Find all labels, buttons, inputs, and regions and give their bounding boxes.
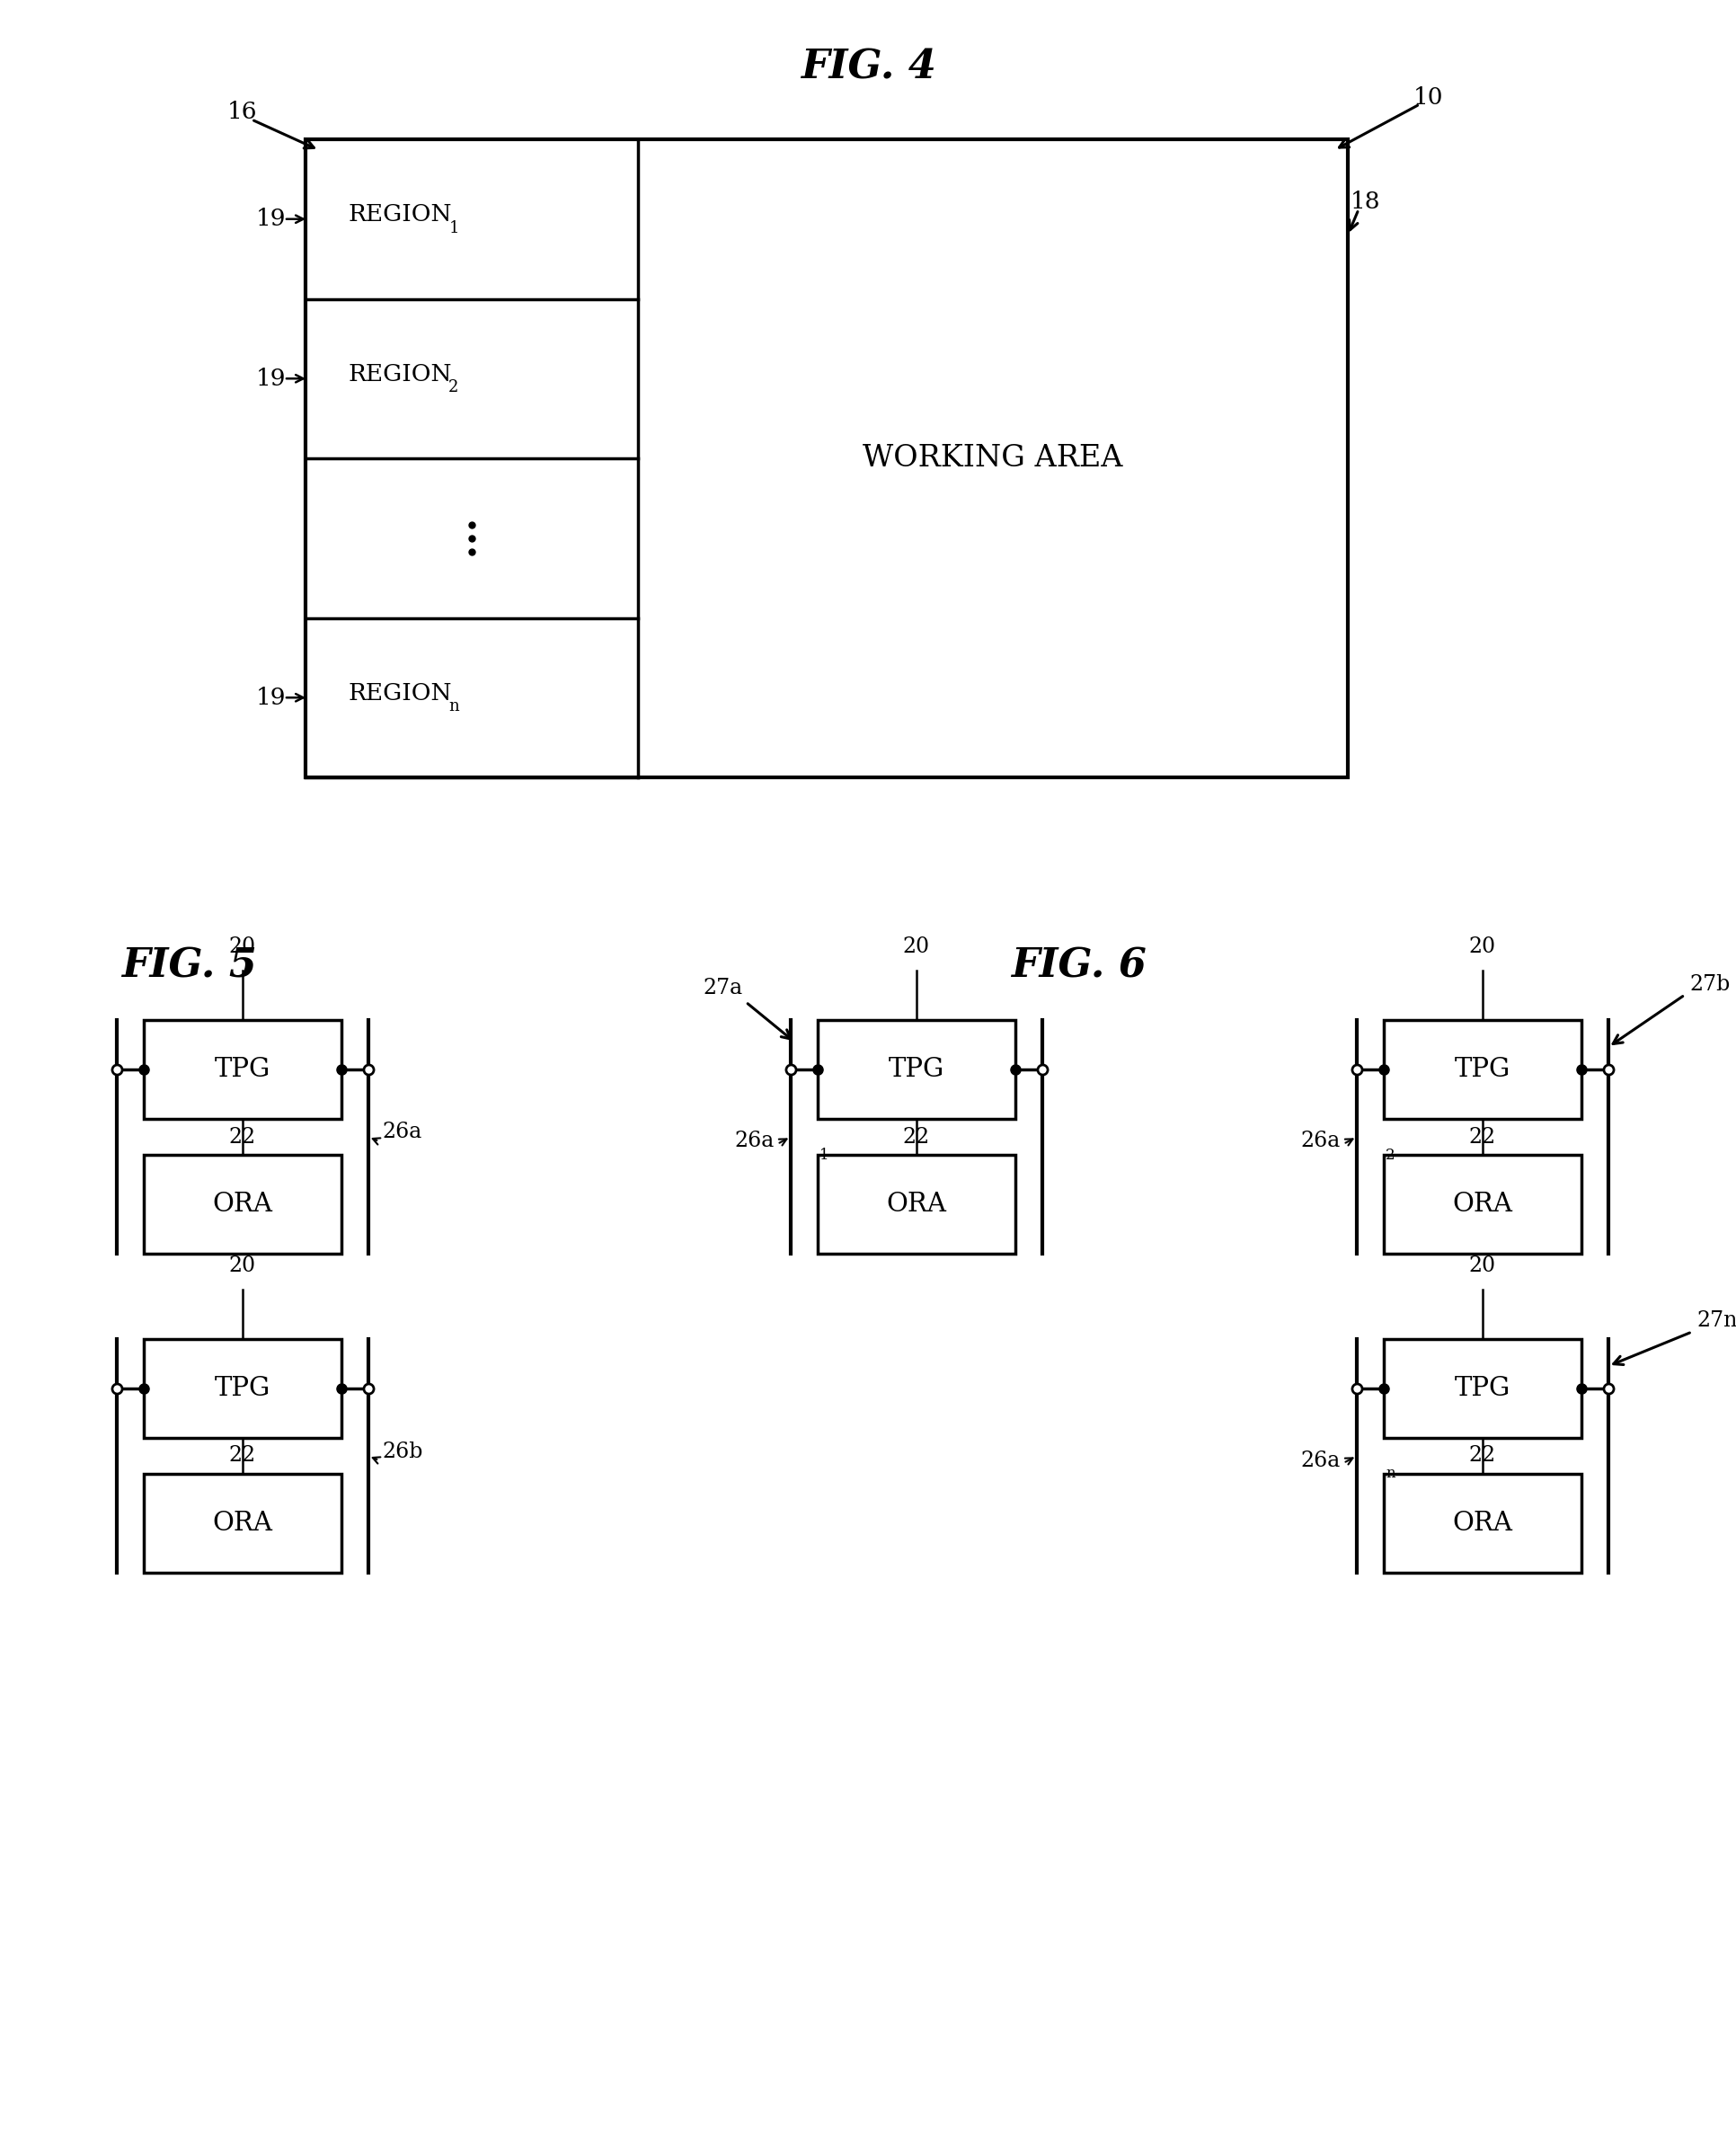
Text: FIG. 4: FIG. 4 [800, 47, 936, 88]
Text: ORA: ORA [1453, 1191, 1512, 1217]
FancyBboxPatch shape [144, 1338, 342, 1439]
FancyBboxPatch shape [144, 1020, 342, 1118]
Text: n: n [1385, 1467, 1396, 1482]
Text: 26a: 26a [1300, 1450, 1340, 1471]
Text: 22: 22 [903, 1127, 930, 1148]
Text: TPG: TPG [215, 1056, 271, 1082]
Text: 20: 20 [229, 1255, 257, 1276]
Text: WORKING AREA: WORKING AREA [863, 445, 1123, 472]
Text: 20: 20 [229, 936, 257, 958]
Text: 19: 19 [257, 207, 286, 231]
Text: 10: 10 [1413, 86, 1444, 109]
Text: 20: 20 [1469, 1255, 1496, 1276]
FancyBboxPatch shape [1384, 1338, 1581, 1439]
Text: ORA: ORA [1453, 1512, 1512, 1535]
Text: REGION: REGION [347, 363, 451, 385]
Text: FIG. 5: FIG. 5 [122, 947, 257, 986]
Text: ORA: ORA [887, 1191, 946, 1217]
Text: 27b: 27b [1689, 973, 1731, 994]
Text: TPG: TPG [889, 1056, 944, 1082]
Text: 2: 2 [448, 378, 458, 396]
Text: 26b: 26b [382, 1441, 422, 1462]
FancyBboxPatch shape [818, 1155, 1016, 1253]
Text: 26a: 26a [1300, 1131, 1340, 1152]
Text: FIG. 6: FIG. 6 [1010, 947, 1146, 986]
Text: 27a: 27a [703, 979, 743, 998]
FancyBboxPatch shape [306, 139, 1347, 778]
Text: 22: 22 [229, 1127, 257, 1148]
Text: 19: 19 [257, 368, 286, 389]
FancyBboxPatch shape [144, 1155, 342, 1253]
Text: ORA: ORA [212, 1191, 273, 1217]
Text: 1: 1 [448, 220, 458, 235]
Text: 27n: 27n [1696, 1311, 1736, 1332]
Text: 26a: 26a [734, 1131, 774, 1152]
FancyBboxPatch shape [818, 1020, 1016, 1118]
FancyBboxPatch shape [144, 1473, 342, 1574]
FancyBboxPatch shape [1384, 1020, 1581, 1118]
Text: n: n [448, 699, 458, 714]
FancyBboxPatch shape [1384, 1473, 1581, 1574]
Text: REGION: REGION [347, 203, 451, 227]
Text: 20: 20 [1469, 936, 1496, 958]
Text: 16: 16 [227, 100, 257, 124]
Text: 22: 22 [229, 1445, 257, 1467]
Text: TPG: TPG [215, 1377, 271, 1400]
Text: 20: 20 [903, 936, 930, 958]
Text: TPG: TPG [1455, 1056, 1510, 1082]
Text: REGION: REGION [347, 682, 451, 703]
Text: 1: 1 [819, 1148, 830, 1163]
Text: 26a: 26a [382, 1122, 422, 1142]
Text: 18: 18 [1351, 190, 1380, 214]
FancyBboxPatch shape [1384, 1155, 1581, 1253]
Text: 22: 22 [1469, 1445, 1496, 1467]
Text: ORA: ORA [212, 1512, 273, 1535]
Text: TPG: TPG [1455, 1377, 1510, 1400]
Text: 22: 22 [1469, 1127, 1496, 1148]
Text: 19: 19 [257, 686, 286, 710]
Text: 2: 2 [1385, 1148, 1396, 1163]
